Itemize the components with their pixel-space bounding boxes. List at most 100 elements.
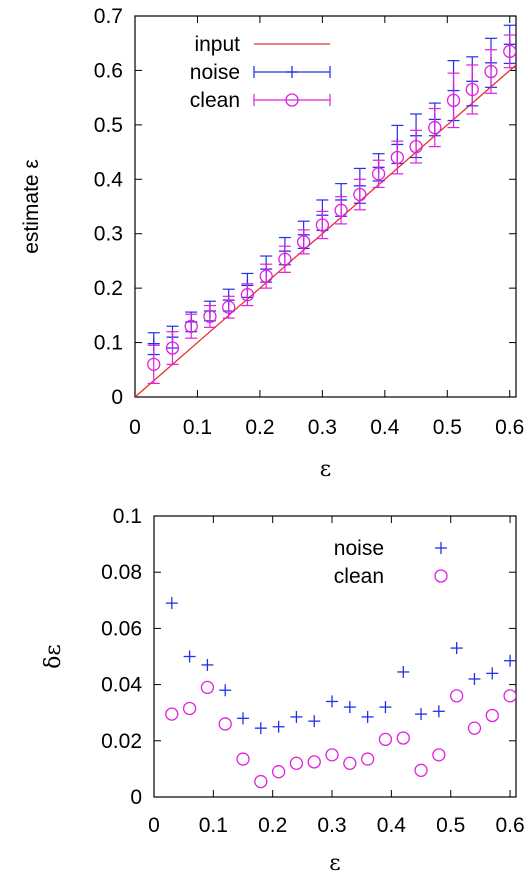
- series-noise-point: [432, 705, 445, 718]
- series-clean-point: [222, 300, 236, 314]
- series-noise-point: [272, 720, 285, 733]
- series-clean-errorbar: [485, 49, 498, 94]
- series-clean-point: [147, 357, 161, 371]
- x-tick-label: 0.2: [245, 416, 274, 439]
- x-tick-label: 0: [148, 814, 160, 837]
- series-clean-point: [165, 707, 179, 721]
- y-tick-label: 0.5: [94, 114, 123, 137]
- y-tick-label: 0.02: [101, 730, 142, 753]
- series-clean-errorbar: [372, 159, 385, 189]
- plot-area: [135, 24, 516, 397]
- series-clean-point: [203, 309, 217, 324]
- series-clean-errorbar: [503, 34, 516, 69]
- plot-frame: [134, 15, 517, 398]
- x-tick-label: 0.5: [436, 814, 465, 837]
- series-noise-point: [415, 708, 428, 721]
- series-noise-point: [468, 672, 481, 685]
- x-tick-label: 0.4: [377, 814, 407, 837]
- series-noise-point: [326, 695, 339, 708]
- series-clean-point: [396, 731, 410, 745]
- y-tick-label: 0.2: [94, 277, 123, 300]
- series-noise-point: [343, 701, 356, 714]
- legend-sample-noise: [253, 66, 331, 78]
- x-tick-label: 0.6: [495, 814, 524, 837]
- series-clean-errorbar: [297, 229, 310, 255]
- series-noise-point: [504, 654, 516, 667]
- legend: noise clean: [334, 537, 448, 588]
- series-noise-point: [450, 642, 463, 655]
- y-tick-label: 0: [130, 786, 142, 809]
- series-clean-point: [278, 252, 292, 266]
- y-tick-label: 0.4: [94, 168, 124, 191]
- series-clean-point: [371, 167, 386, 181]
- plot-area: [165, 597, 516, 789]
- y-tick-label: 0.04: [101, 674, 142, 697]
- series-clean-errorbar: [466, 64, 479, 115]
- series-clean-errorbar: [278, 245, 291, 273]
- legend-marker-clean: [285, 93, 299, 107]
- series-clean-point: [360, 752, 375, 766]
- series-clean-point: [240, 288, 255, 302]
- series-clean-point: [296, 235, 311, 249]
- series-clean-point: [378, 732, 393, 747]
- series-noise-point: [397, 665, 410, 678]
- series-clean-errorbar: [316, 210, 329, 240]
- series-clean-errorbar: [391, 140, 404, 175]
- legend-label-noise: noise: [334, 537, 384, 560]
- series-clean-errorbar: [185, 313, 198, 339]
- series-clean-errorbar: [147, 344, 160, 384]
- y-tick-label: 0.1: [113, 505, 142, 528]
- x-tick-label: 0.6: [495, 416, 524, 439]
- series-clean-point: [315, 218, 330, 232]
- series-noise-point: [361, 710, 374, 723]
- y-tick-label: 0.7: [94, 5, 123, 28]
- series-noise-point: [379, 701, 392, 714]
- y-tick-label: 0.06: [101, 617, 142, 640]
- series-clean-point: [432, 748, 446, 762]
- series-clean-point: [485, 708, 499, 723]
- legend-marker-noise: [286, 66, 298, 78]
- series-clean-errorbar: [447, 72, 460, 129]
- x-tick-label: 0.3: [317, 814, 346, 837]
- x-tick-label: 0.1: [183, 416, 212, 439]
- y-tick-label: 0.08: [101, 561, 142, 584]
- series-clean-point: [353, 187, 367, 202]
- series-clean-point: [450, 689, 464, 703]
- series-clean-point: [307, 755, 321, 769]
- y-tick-label: 0.3: [94, 223, 123, 246]
- series-noise-point: [183, 650, 196, 663]
- legend-sample-clean: [253, 93, 331, 107]
- series-clean-point: [182, 701, 197, 716]
- series-clean-point: [390, 150, 404, 165]
- series-clean-errorbar: [410, 129, 423, 164]
- plot-frame: [153, 515, 517, 798]
- series-clean-point: [446, 93, 461, 108]
- legend: input noise clean: [190, 33, 331, 112]
- bottom-chart: 0 0.1 0.2 0.3 0.4 0.5 0.6 0 0.02 0.04 0.06 0.08 0.1 ε…: [41, 505, 525, 876]
- series-clean-point: [218, 717, 232, 731]
- series-clean-point: [467, 721, 482, 735]
- y-axis-label: δε: [41, 644, 66, 669]
- y-tick-label: 0.1: [94, 332, 123, 355]
- y-axis-label: estimate ε: [20, 159, 43, 254]
- series-clean-errorbar: [353, 178, 366, 211]
- series-noise-point: [237, 712, 250, 725]
- series-clean-point: [259, 269, 273, 283]
- legend-marker-clean: [434, 569, 448, 583]
- series-clean-point: [334, 203, 348, 217]
- x-tick-label: 0.1: [199, 814, 228, 837]
- series-clean-errorbar: [166, 331, 179, 365]
- x-axis-label: ε: [320, 457, 331, 482]
- series-clean-point: [409, 139, 423, 154]
- legend-label-noise: noise: [190, 61, 240, 84]
- x-axis-label: ε: [329, 851, 340, 876]
- series-clean-point: [254, 774, 268, 789]
- series-clean-errorbar: [428, 107, 441, 148]
- series-noise-point: [254, 722, 267, 735]
- series-clean-point: [200, 680, 215, 695]
- series-clean-point: [184, 319, 198, 333]
- x-tick-label: 0.4: [370, 416, 400, 439]
- series-noise-point: [486, 667, 499, 680]
- series-clean-point: [343, 756, 357, 770]
